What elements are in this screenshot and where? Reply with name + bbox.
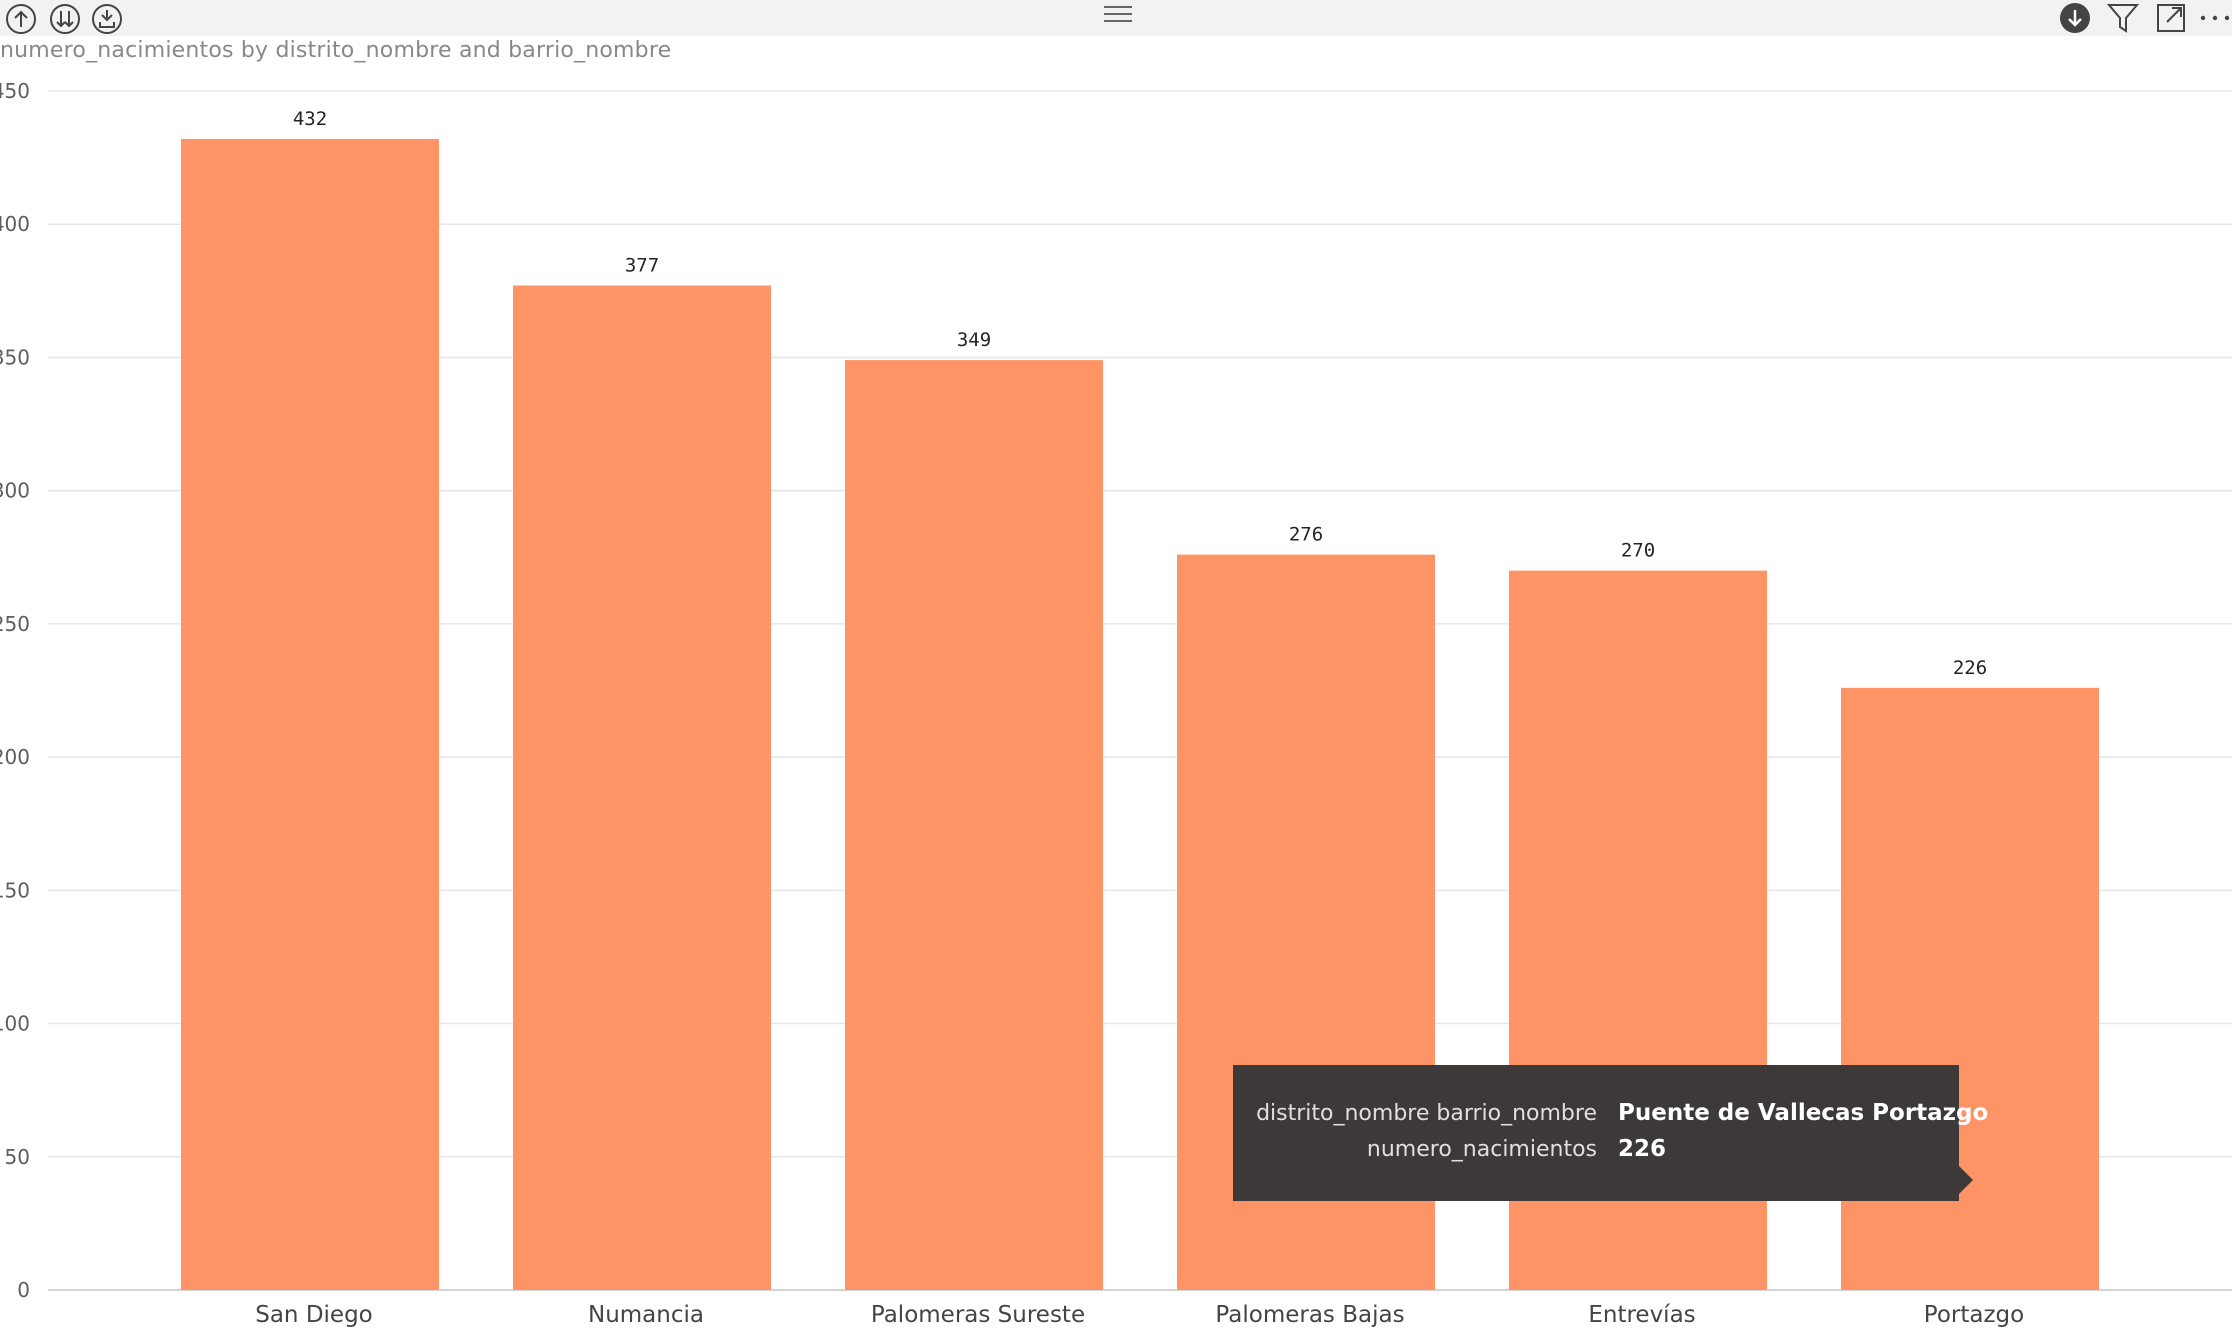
y-tick-label: 150 <box>0 878 30 902</box>
tooltip-value-measure: 226 <box>1618 1136 1667 1162</box>
y-tick-label: 350 <box>0 345 30 369</box>
x-tick-label: Numancia <box>588 1302 704 1328</box>
x-tick-label: San Diego <box>255 1302 373 1328</box>
y-tick-label: 450 <box>0 79 30 103</box>
drill-down-mode-icon[interactable] <box>2058 1 2092 35</box>
data-label: 432 <box>293 108 327 130</box>
bar <box>513 285 771 1290</box>
chart-title: numero_nacimientos by distrito_nombre an… <box>0 38 672 63</box>
filter-icon[interactable] <box>2106 1 2140 35</box>
bar <box>845 360 1103 1290</box>
data-label: 377 <box>625 255 659 277</box>
y-tick-label: 50 <box>5 1145 30 1169</box>
bar <box>181 138 439 1291</box>
tooltip-key-category: distrito_nombre barrio_nombre <box>1256 1101 1597 1126</box>
chart-tooltip: distrito_nombre barrio_nombre Puente de … <box>1233 1065 1988 1201</box>
x-tick-label: Portazgo <box>1924 1302 2024 1328</box>
data-label: 276 <box>1289 524 1323 546</box>
y-tick-label: 0 <box>17 1278 30 1302</box>
visual-header <box>0 0 2232 36</box>
x-tick-label: Entrevías <box>1588 1302 1695 1328</box>
drill-up-icon[interactable] <box>4 2 38 36</box>
y-tick-label: 100 <box>0 1012 30 1036</box>
data-label: 226 <box>1953 657 1987 679</box>
data-label: 349 <box>957 329 991 351</box>
expand-hierarchy-icon[interactable] <box>90 2 124 36</box>
y-tick-label: 200 <box>0 745 30 769</box>
drill-down-all-icon[interactable] <box>48 2 82 36</box>
x-tick-label: Palomeras Bajas <box>1215 1302 1404 1328</box>
tooltip-key-measure: numero_nacimientos <box>1366 1137 1597 1162</box>
y-tick-label: 250 <box>0 612 30 636</box>
y-tick-label: 400 <box>0 212 30 236</box>
data-label: 270 <box>1621 540 1655 562</box>
drag-handle-icon[interactable] <box>1102 2 1134 26</box>
focus-mode-icon[interactable] <box>2154 1 2188 35</box>
more-options-icon[interactable] <box>2198 1 2232 35</box>
tooltip-value-category: Puente de Vallecas Portazgo <box>1618 1100 1989 1126</box>
y-tick-label: 300 <box>0 479 30 503</box>
x-tick-label: Palomeras Sureste <box>871 1302 1085 1328</box>
